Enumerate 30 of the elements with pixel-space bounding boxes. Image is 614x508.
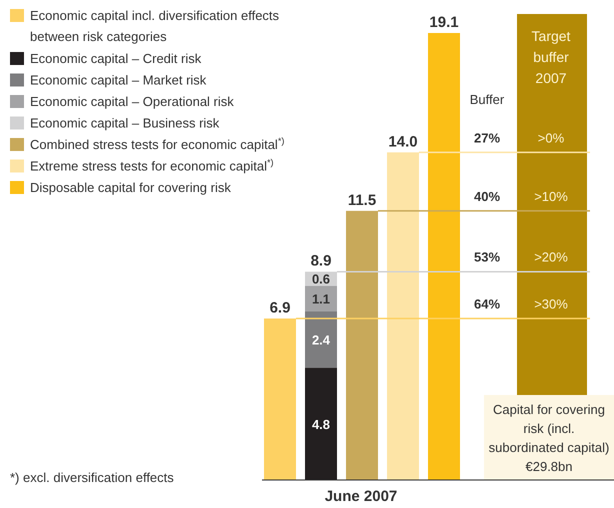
annotation: 40% bbox=[474, 188, 500, 204]
data-label: 6.9 bbox=[270, 300, 290, 317]
data-label: 1.1 bbox=[312, 292, 330, 307]
annotation: >0% bbox=[538, 130, 565, 146]
annotation: 64% bbox=[474, 296, 500, 312]
annotation: >10% bbox=[534, 188, 568, 204]
data-label: 19.1 bbox=[429, 14, 459, 31]
annotation: 27% bbox=[474, 130, 500, 146]
legend-label: Combined stress tests for economic capital$^{*)}$ bbox=[30, 136, 284, 152]
legend-label: Economic capital – Market risk bbox=[30, 72, 207, 88]
legend-label: Disposable capital for covering risk bbox=[30, 180, 232, 195]
annotation: >20% bbox=[534, 250, 568, 265]
legend-label: Economic capital – Business risk bbox=[30, 116, 220, 130]
annotation: >30% bbox=[534, 296, 568, 312]
data-label: 4.8 bbox=[312, 416, 330, 432]
text: *) excl. diversification effects bbox=[10, 470, 174, 485]
total-label: 8.9 bbox=[310, 252, 332, 270]
text: Buffer bbox=[470, 92, 505, 107]
text: Capital for covering risk (incl. subordinated capital) €29.8bn bbox=[488, 402, 610, 474]
data-label: 2.4 bbox=[312, 332, 331, 348]
data-label: 11.5 bbox=[348, 192, 376, 209]
legend-label: Economic capital – Credit risk bbox=[30, 51, 202, 66]
x-axis-title: June 2007 bbox=[324, 488, 398, 505]
annotation: 53% bbox=[474, 250, 500, 265]
legend-label: Economic capital – Operational risk bbox=[30, 94, 234, 109]
legend-label: Economic capital incl. diversification effects between risk categories bbox=[30, 8, 280, 44]
data-label: 14.0 bbox=[388, 133, 418, 150]
legend-label: Extreme stress tests for economic capital$^{*)}$ bbox=[30, 158, 274, 174]
data-label: 0.6 bbox=[312, 272, 330, 287]
text: Target buffer 2007 bbox=[532, 28, 571, 86]
